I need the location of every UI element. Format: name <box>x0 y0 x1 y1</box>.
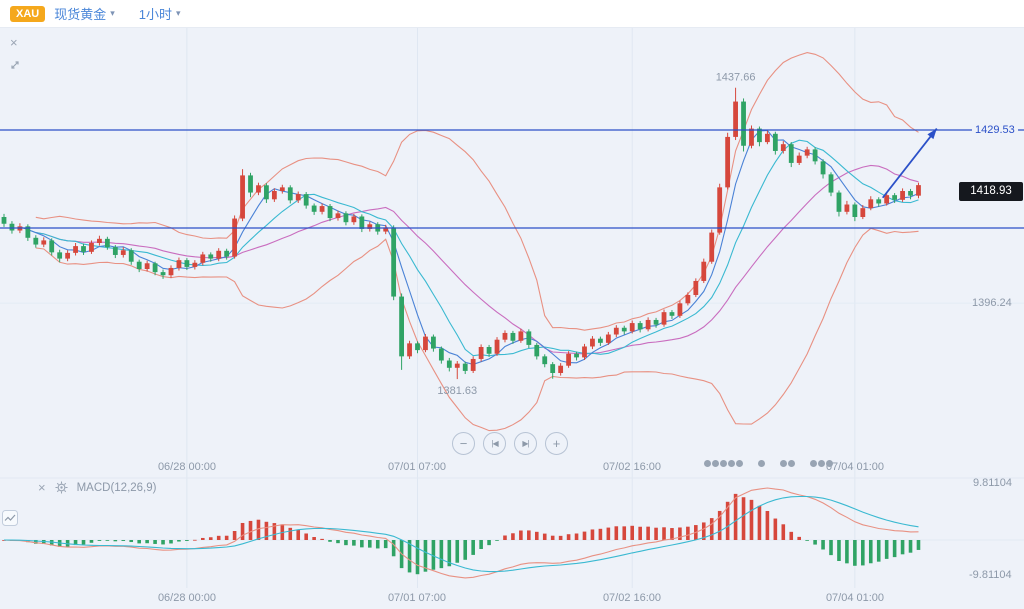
svg-text:1437.66: 1437.66 <box>716 72 756 84</box>
macd-axis-min-label: -9.81104 <box>969 569 1012 581</box>
chart-nav-controls: − |◀ ▶| + <box>452 432 568 455</box>
macd-indicator-label: MACD(12,26,9) <box>76 481 157 494</box>
price-axis-tick: 1396.24 <box>972 297 1012 309</box>
skip-end-button[interactable]: ▶| <box>514 432 537 455</box>
topbar: XAU 现货黄金 ▾ 1小时 ▾ <box>0 0 1024 28</box>
expand-icon[interactable] <box>8 58 22 72</box>
event-marker-dots <box>704 460 848 467</box>
svg-text:1381.63: 1381.63 <box>437 385 477 397</box>
last-price-tag: 1418.93 <box>959 182 1023 201</box>
macd-axis-max-label: 9.81104 <box>973 477 1012 489</box>
zoom-out-button[interactable]: − <box>452 432 475 455</box>
time-label-1: 06/28 00:00 <box>157 461 217 473</box>
symbol-badge: XAU <box>10 5 46 22</box>
timeframe-dropdown[interactable]: 1小时 ▾ <box>139 4 181 23</box>
zoom-in-button[interactable]: + <box>545 432 568 455</box>
macd-time-label-1: 06/28 00:00 <box>157 592 217 604</box>
caret-down-icon: ▾ <box>110 8 115 18</box>
macd-close-icon[interactable]: × <box>38 480 46 495</box>
symbol-name: 现货黄金 <box>54 7 107 22</box>
caret-down-icon: ▾ <box>176 8 181 18</box>
macd-plot <box>2 487 921 579</box>
time-label-3: 07/02 16:00 <box>602 461 662 473</box>
macd-time-label-3: 07/02 16:00 <box>602 592 662 604</box>
gridlines <box>0 28 1024 588</box>
drawings-overlay: 1437.66 1381.63 <box>0 72 1024 397</box>
macd-time-label-2: 07/01 07:00 <box>387 592 447 604</box>
close-icon[interactable]: × <box>10 35 18 50</box>
skip-start-button[interactable]: |◀ <box>483 432 506 455</box>
symbol-dropdown[interactable]: 现货黄金 ▾ <box>54 4 115 23</box>
timeframe-label: 1小时 <box>138 7 173 22</box>
macd-time-label-4: 07/04 01:00 <box>825 592 885 604</box>
main-plot <box>1 52 921 432</box>
macd-panel-header: × MACD(12,26,9) <box>38 481 156 494</box>
resistance-price-label[interactable]: 1429.53 <box>972 124 1018 136</box>
indicator-switch-icon[interactable] <box>2 510 18 526</box>
time-label-2: 07/01 07:00 <box>387 461 447 473</box>
gear-icon[interactable] <box>55 481 68 494</box>
